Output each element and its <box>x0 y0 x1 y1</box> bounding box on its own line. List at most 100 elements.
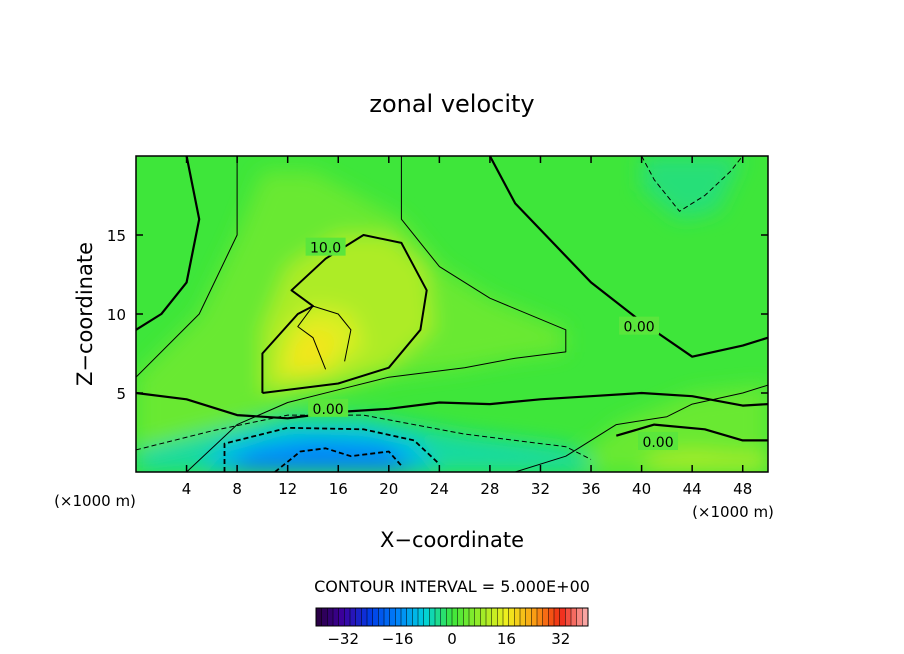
colorbar-cell <box>474 608 481 626</box>
colorbar-cell <box>542 608 549 626</box>
colorbar-cell <box>401 608 407 626</box>
colorbar-cell <box>361 608 368 626</box>
field-region <box>224 442 415 472</box>
colorbar-cell <box>378 608 385 626</box>
colorbar-cell <box>457 608 464 626</box>
colorbar-cell <box>503 608 509 626</box>
contour-label: 0.00 <box>642 435 673 451</box>
chart-title: zonal velocity <box>369 90 534 118</box>
contour-line <box>515 384 768 472</box>
plot-area <box>136 156 768 472</box>
x-tick-label: 28 <box>480 480 499 498</box>
colorbar-cell <box>321 608 328 626</box>
field-region <box>287 325 339 373</box>
x-tick-label: 16 <box>329 480 348 498</box>
x-tick-label: 44 <box>683 480 702 498</box>
colorbar-tick-label: −32 <box>327 630 359 648</box>
contour-line <box>136 414 592 460</box>
x-tick-label: 36 <box>581 480 600 498</box>
colorbar-cell <box>582 608 589 626</box>
colorbar-cell <box>406 608 413 626</box>
colorbar-tick-label: 16 <box>497 630 516 648</box>
contour-label-bg <box>308 398 349 417</box>
colorbar-cell <box>571 608 577 626</box>
contour-line <box>488 156 768 358</box>
colorbar-cell <box>537 608 543 626</box>
colorbar-cell <box>525 608 532 626</box>
colorbar-cell <box>452 608 458 626</box>
contour-line <box>641 156 744 212</box>
colorbar-tick-label: 32 <box>551 630 570 648</box>
colorbar-cell <box>440 608 447 626</box>
colorbar-tick-label: 0 <box>447 630 457 648</box>
colorbar-cell <box>435 608 441 626</box>
contour-interval-label: CONTOUR INTERVAL = 5.000E+00 <box>314 577 590 596</box>
colorbar-cell <box>384 608 390 626</box>
colorbar-cell <box>548 608 555 626</box>
contour-label: 0.00 <box>623 320 654 336</box>
colorbar-cell <box>491 608 498 626</box>
colorbar-cell <box>486 608 492 626</box>
colorbar-cell <box>565 608 572 626</box>
contour-label: 10.0 <box>310 241 341 257</box>
x-tick-label: 48 <box>733 480 752 498</box>
contour-label-bg <box>619 316 660 335</box>
colorbar-cell <box>327 608 334 626</box>
colorbar-cell <box>463 608 470 626</box>
x-axis-label: X−coordinate <box>380 528 524 552</box>
contour-line <box>186 156 567 472</box>
colorbar: −32 −16 0 16 32 <box>315 607 589 648</box>
x-tick-label: 32 <box>531 480 550 498</box>
x-tick-label: 12 <box>278 480 297 498</box>
contour-label-bg <box>305 237 346 256</box>
colorbar-cell <box>338 608 345 626</box>
contour-labels: 10.0 0.00 0.00 0.00 <box>305 237 679 451</box>
y-axis-label: Z−coordinate <box>73 242 97 386</box>
colorbar-cell <box>508 608 515 626</box>
contour-line <box>223 426 441 472</box>
colorbar-cell <box>355 608 362 626</box>
colorbar-cell <box>333 608 339 626</box>
contour-label: 0.00 <box>313 402 344 418</box>
x-tick-label: 40 <box>632 480 651 498</box>
y-tick-label: 5 <box>116 385 126 403</box>
colorbar-cell <box>429 608 436 626</box>
contour-line <box>136 391 768 420</box>
field-region <box>464 385 768 472</box>
colorbar-cell <box>367 608 373 626</box>
colorbar-cell <box>559 608 566 626</box>
colorbar-cell <box>497 608 504 626</box>
colorbar-cell <box>480 608 487 626</box>
colorbar-cell <box>372 608 379 626</box>
contour-line <box>615 423 768 442</box>
y-tick-label: 10 <box>107 306 126 324</box>
x-tick-label: 8 <box>232 480 242 498</box>
colorbar-cell <box>418 608 424 626</box>
colorbar-cell <box>531 608 538 626</box>
x-tick-label: 4 <box>182 480 192 498</box>
x-axis: 4 8 12 16 20 24 28 32 36 40 44 48 <box>182 156 752 498</box>
y-axis: 5 10 15 <box>107 227 768 403</box>
colorbar-cell <box>395 608 402 626</box>
colorbar-cell <box>423 608 430 626</box>
colorbar-tick-label: −16 <box>382 630 414 648</box>
colorbar-cell <box>350 608 356 626</box>
colorbar-cell <box>576 608 583 626</box>
field-region <box>641 156 743 220</box>
colorbar-cell <box>446 608 453 626</box>
contour-line <box>136 156 238 378</box>
contour-line <box>274 447 403 472</box>
x-tick-label: 20 <box>379 480 398 498</box>
y-tick-label: 15 <box>107 227 126 245</box>
colorbar-cell <box>389 608 396 626</box>
contour-label-bg <box>638 431 679 450</box>
field-region <box>641 451 768 472</box>
colorbar-cell <box>412 608 419 626</box>
colorbar-frame <box>315 607 589 627</box>
x-unit-label-right: (×1000 m) <box>692 503 774 521</box>
colorbar-cell <box>316 608 322 626</box>
x-tick-label: 24 <box>430 480 449 498</box>
contour-line <box>261 234 428 394</box>
colorbar-cell <box>554 608 560 626</box>
contour-line <box>136 156 201 331</box>
